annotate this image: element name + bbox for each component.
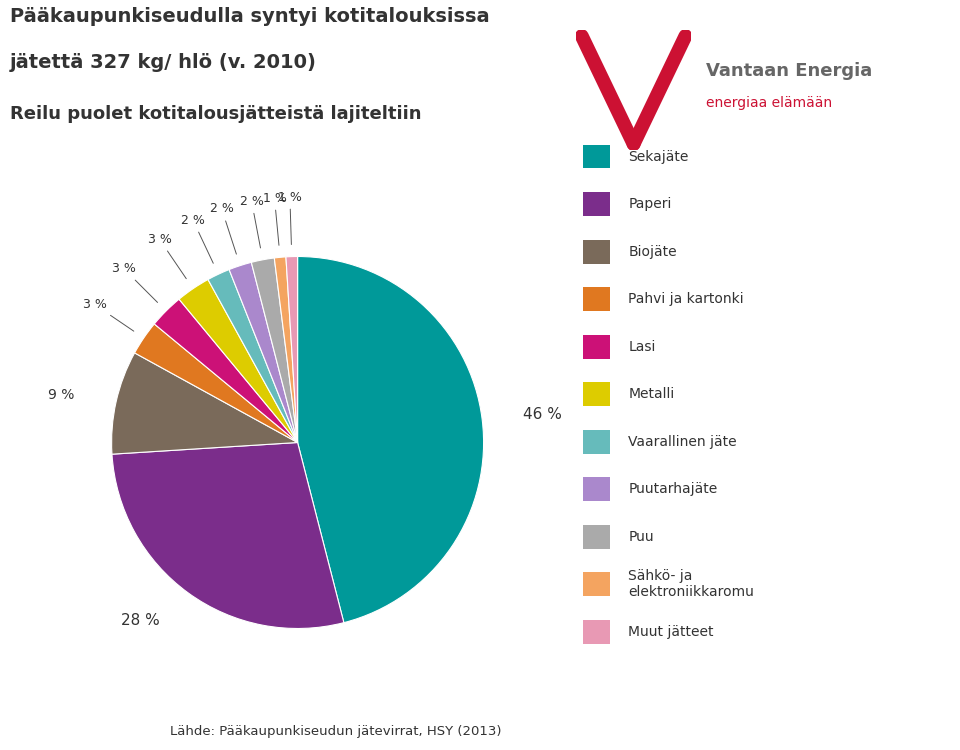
Text: Pahvi ja kartonki: Pahvi ja kartonki	[629, 292, 744, 306]
Text: Biojäte: Biojäte	[629, 244, 677, 259]
Text: 3 %: 3 %	[148, 233, 186, 279]
Wedge shape	[298, 256, 484, 622]
Text: 46 %: 46 %	[523, 406, 562, 422]
Wedge shape	[111, 353, 298, 454]
Text: 2 %: 2 %	[210, 202, 236, 254]
Wedge shape	[229, 262, 298, 442]
FancyBboxPatch shape	[584, 382, 610, 406]
Text: 1 %: 1 %	[278, 190, 301, 244]
Text: 3 %: 3 %	[112, 262, 157, 302]
FancyBboxPatch shape	[584, 620, 610, 644]
Text: 2 %: 2 %	[181, 214, 213, 263]
Text: Puu: Puu	[629, 530, 654, 544]
Text: 28 %: 28 %	[121, 613, 159, 628]
Text: Vaarallinen jäte: Vaarallinen jäte	[629, 435, 737, 448]
Wedge shape	[112, 442, 344, 628]
Text: Pääkaupunkiseudulla syntyi kotitalouksissa: Pääkaupunkiseudulla syntyi kotitalouksis…	[10, 8, 490, 26]
Text: energiaa elämään: energiaa elämään	[706, 97, 831, 110]
Text: Muut jätteet: Muut jätteet	[629, 625, 714, 639]
Wedge shape	[134, 324, 298, 442]
Text: jätettä 327 kg/ hlö (v. 2010): jätettä 327 kg/ hlö (v. 2010)	[10, 53, 317, 71]
Wedge shape	[208, 269, 298, 442]
Text: 1 %: 1 %	[262, 191, 286, 245]
Text: Vantaan Energia: Vantaan Energia	[706, 62, 872, 80]
FancyBboxPatch shape	[584, 430, 610, 454]
FancyBboxPatch shape	[584, 477, 610, 501]
Text: 3 %: 3 %	[83, 298, 133, 332]
Wedge shape	[179, 280, 298, 442]
Text: Sekajäte: Sekajäte	[629, 149, 688, 164]
FancyBboxPatch shape	[584, 572, 610, 596]
FancyBboxPatch shape	[584, 334, 610, 358]
Text: 2 %: 2 %	[240, 195, 264, 248]
Wedge shape	[252, 258, 298, 442]
Wedge shape	[275, 256, 298, 442]
FancyBboxPatch shape	[584, 192, 610, 216]
FancyBboxPatch shape	[584, 240, 610, 263]
Text: Metalli: Metalli	[629, 387, 675, 401]
FancyBboxPatch shape	[584, 145, 610, 169]
Text: Lasi: Lasi	[629, 340, 656, 354]
FancyBboxPatch shape	[584, 525, 610, 549]
Text: Paperi: Paperi	[629, 197, 672, 211]
Text: Lähde: Pääkaupunkiseudun jätevirrat, HSY (2013): Lähde: Pääkaupunkiseudun jätevirrat, HSY…	[170, 725, 502, 738]
Wedge shape	[286, 256, 298, 442]
Text: Puutarhajäte: Puutarhajäte	[629, 482, 718, 496]
Text: 9 %: 9 %	[48, 388, 74, 401]
Wedge shape	[155, 299, 298, 442]
Text: Sähkö- ja
elektroniikkaromu: Sähkö- ja elektroniikkaromu	[629, 569, 755, 599]
Text: Reilu puolet kotitalousjätteistä lajiteltiin: Reilu puolet kotitalousjätteistä lajitel…	[10, 105, 421, 123]
FancyBboxPatch shape	[584, 287, 610, 311]
